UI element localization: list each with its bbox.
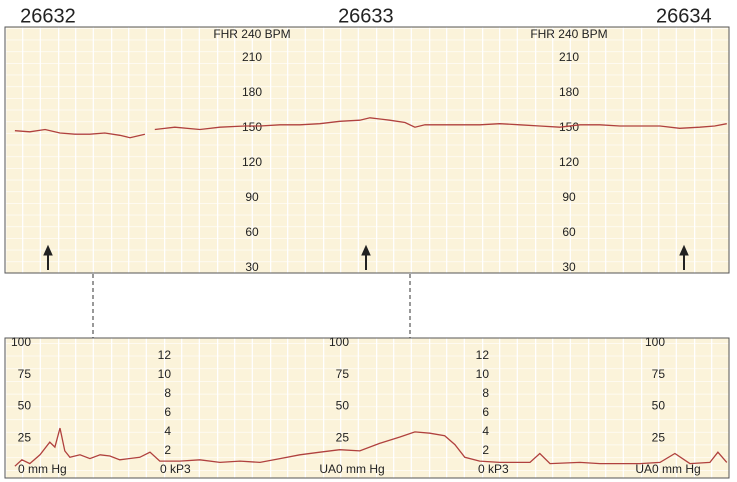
x-tick-label: 26632	[20, 5, 76, 27]
y-tick-label: 120	[559, 155, 579, 169]
y-tick-label: 100	[11, 335, 31, 349]
trace	[14, 427, 728, 467]
x-tick-label: 26634	[656, 5, 712, 27]
y-tick-label: 75	[652, 367, 666, 381]
y2-tick-label: 10	[158, 367, 172, 381]
y-tick-label: 75	[18, 367, 32, 381]
y2-tick-label: 8	[482, 386, 489, 400]
y-tick-label: FHR 240 BPM	[530, 27, 607, 41]
y2-tick-label: 6	[482, 405, 489, 419]
y2-tick-label: 12	[476, 348, 490, 362]
y-tick-label: 30	[245, 260, 259, 274]
y2-tick-label: 4	[482, 424, 489, 438]
y2-tick-label: 12	[158, 348, 172, 362]
y2-tick-label: 0 kP3	[478, 462, 509, 476]
y-tick-label: 100	[329, 335, 349, 349]
y2-tick-label: 8	[164, 386, 171, 400]
fhr-panel	[4, 26, 730, 274]
y-tick-label: 60	[245, 225, 259, 239]
y2-tick-label: 4	[164, 424, 171, 438]
y-tick-label: 50	[652, 399, 666, 413]
ua-panel	[4, 337, 730, 479]
y2-tick-label: 10	[476, 367, 490, 381]
y-tick-label: 150	[242, 120, 262, 134]
y-tick-label: 25	[652, 430, 666, 444]
y-tick-label: FHR 240 BPM	[213, 27, 290, 41]
y-tick-label: 90	[245, 190, 259, 204]
y-tick-label: 0 mm Hg	[652, 462, 701, 476]
y-tick-label: 0 mm Hg	[336, 462, 385, 476]
y-tick-label: 120	[242, 155, 262, 169]
y-tick-label: 210	[242, 50, 262, 64]
y2-tick-label: 6	[164, 405, 171, 419]
y-tick-label: 210	[559, 50, 579, 64]
y-tick-label: 150	[559, 120, 579, 134]
y-tick-label: 50	[336, 399, 350, 413]
y-tick-label: 60	[562, 225, 576, 239]
y-tick-label: 75	[336, 367, 350, 381]
y-tick-label: 25	[336, 430, 350, 444]
x-tick-label: 26633	[338, 5, 394, 27]
y-tick-label: 100	[645, 335, 665, 349]
y2-tick-label: 0 kP3	[160, 462, 191, 476]
arrows	[43, 244, 689, 270]
y-tick-label: 0 mm Hg	[18, 462, 67, 476]
y2-tick-label: 2	[164, 443, 171, 457]
y-tick-label: 50	[18, 399, 32, 413]
y-tick-label: 25	[18, 430, 32, 444]
y2-tick-label: 2	[482, 443, 489, 457]
trace	[14, 117, 727, 139]
y-tick-label: 180	[559, 85, 579, 99]
y-axis-label: UA	[319, 462, 336, 476]
y-axis-label: UA	[635, 462, 652, 476]
y-tick-label: 180	[242, 85, 262, 99]
y-tick-label: 30	[562, 260, 576, 274]
y-tick-label: 90	[562, 190, 576, 204]
